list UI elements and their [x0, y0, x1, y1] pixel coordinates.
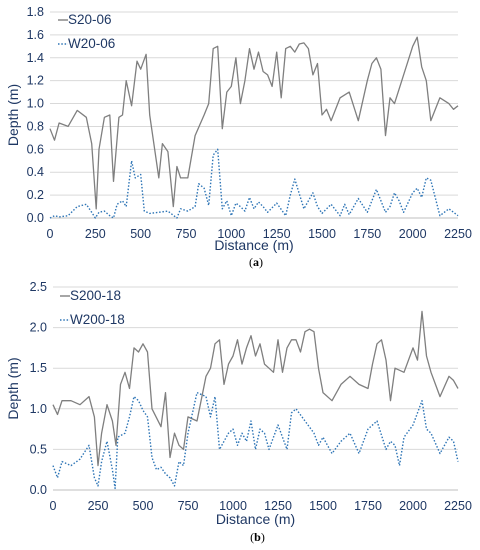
y-tick-label: 0.8 — [27, 119, 44, 133]
x-tick-label: 2250 — [444, 227, 472, 241]
legend-label: W200-18 — [70, 312, 125, 327]
x-tick-label: 1500 — [309, 499, 337, 513]
legend-label: S200-18 — [70, 288, 121, 303]
x-tick-label: 500 — [130, 227, 151, 241]
x-tick-label: 2000 — [399, 227, 427, 241]
y-tick-label: 1.0 — [27, 97, 44, 111]
y-axis-label: Depth (m) — [5, 357, 21, 419]
x-tick-label: 2250 — [444, 499, 472, 513]
x-axis-label: Distance (m) — [216, 511, 295, 527]
x-tick-label: 1250 — [264, 499, 292, 513]
x-tick-label: 0 — [50, 499, 57, 513]
x-tick-label: 0 — [47, 227, 54, 241]
chart-a: 0.0 0.2 0.4 0.6 0.8 1.0 1.2 1.4 1.6 1.8 0 250 500 750… — [5, 5, 472, 269]
x-tick-label: 1750 — [354, 499, 382, 513]
series-line-s200-18 — [52, 310, 459, 467]
y-tick-label: 2.0 — [30, 321, 47, 335]
y-tick-label: 1.0 — [30, 402, 47, 416]
figure-caption: (a) — [249, 255, 263, 269]
y-tick-label: 2.5 — [30, 280, 47, 294]
y-tick-label: 0.5 — [30, 442, 47, 456]
y-tick-label: 0.0 — [27, 211, 44, 225]
y-tick-label: 1.4 — [27, 51, 44, 65]
y-tick-label: 1.6 — [27, 28, 44, 42]
x-tick-label: 500 — [133, 499, 154, 513]
y-tick-label: 0.6 — [27, 142, 44, 156]
x-tick-label: 1000 — [217, 227, 245, 241]
series-line-s20-06 — [49, 36, 459, 210]
series-line-w200-18 — [52, 391, 459, 490]
y-tick-label: 0.2 — [27, 188, 44, 202]
x-tick-label: 250 — [88, 499, 109, 513]
y-tick-label: 1.5 — [30, 361, 47, 375]
legend-label: S20-06 — [68, 12, 112, 27]
x-tick-label: 1250 — [263, 227, 291, 241]
y-axis-label: Depth (m) — [5, 84, 21, 146]
x-tick-label: 2000 — [399, 499, 427, 513]
x-tick-label: 1750 — [353, 227, 381, 241]
y-tick-label: 1.2 — [27, 74, 44, 88]
x-tick-label: 250 — [85, 227, 106, 241]
x-tick-label: 1000 — [219, 499, 247, 513]
y-tick-label: 0.4 — [27, 165, 44, 179]
figure-caption: (b) — [250, 530, 265, 544]
x-axis-label: Distance (m) — [214, 237, 293, 253]
x-tick-label: 750 — [178, 499, 199, 513]
chart-b: 0.0 0.5 1.0 1.5 2.0 2.5 0 250 500 750 1000 1250 1500… — [5, 280, 472, 544]
y-tick-label: 0.0 — [30, 483, 47, 497]
x-tick-label: 1500 — [308, 227, 336, 241]
x-tick-label: 750 — [176, 227, 197, 241]
y-tick-label: 1.8 — [27, 5, 44, 19]
series-line-w20-06 — [49, 148, 459, 219]
legend-label: W20-06 — [68, 36, 115, 51]
